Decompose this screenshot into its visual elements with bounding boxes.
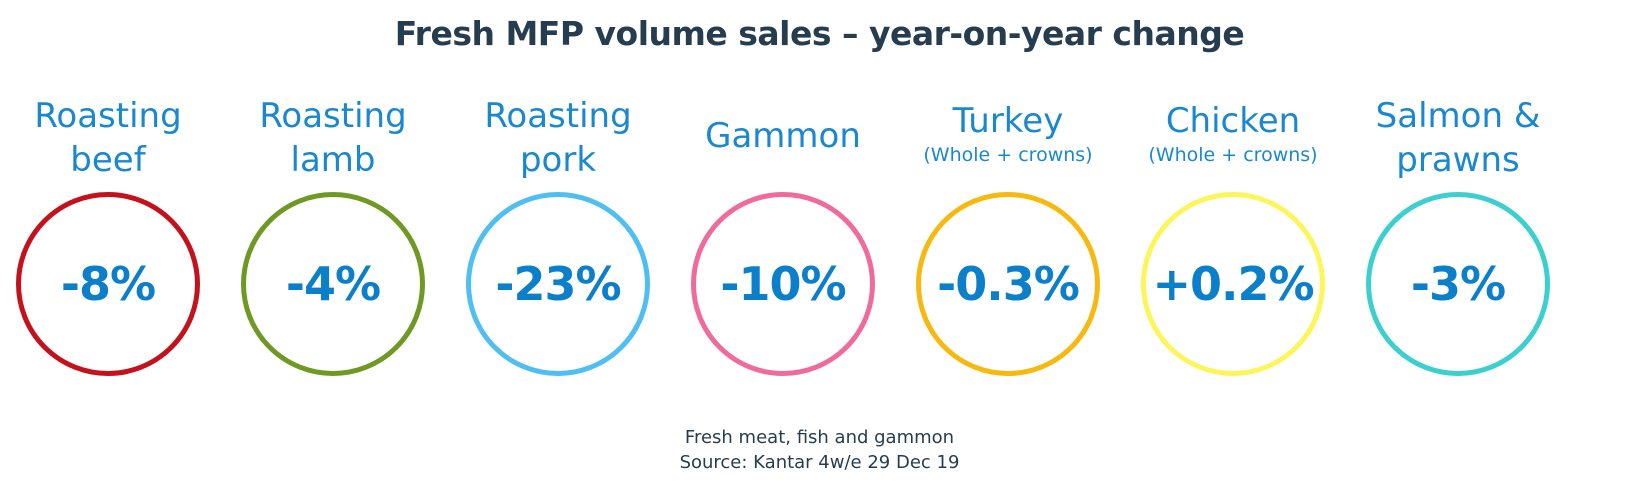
category-label-line2: beef	[70, 140, 146, 180]
category-label: Chicken (Whole + crowns)	[1128, 99, 1338, 167]
value-ring: -8%	[16, 192, 200, 376]
value-ring: +0.2%	[1141, 192, 1325, 376]
change-value: -8%	[60, 257, 156, 311]
value-ring: -23%	[466, 192, 650, 376]
category-label-line1: Salmon &	[1375, 96, 1541, 136]
category-label: Roasting beef	[3, 94, 213, 182]
category-label-line1: Turkey	[952, 101, 1064, 141]
category-label-line2: pork	[519, 140, 597, 180]
category-label-line1: Roasting	[259, 96, 407, 136]
category-chicken: Chicken (Whole + crowns) +0.2%	[1128, 0, 1338, 400]
category-label: Roasting lamb	[228, 94, 438, 182]
change-value: +0.2%	[1152, 257, 1314, 311]
source-note-line1: Fresh meat, fish and gammon	[684, 427, 955, 448]
category-label-line2: lamb	[290, 140, 376, 180]
category-gammon: Gammon -10%	[678, 0, 888, 400]
category-turkey: Turkey (Whole + crowns) -0.3%	[903, 0, 1113, 400]
category-roasting-lamb: Roasting lamb -4%	[228, 0, 438, 400]
category-label-line1: Gammon	[705, 116, 861, 156]
source-note: Fresh meat, fish and gammon Source: Kant…	[0, 425, 1639, 475]
page-title: Fresh MFP volume sales – year-on-year ch…	[394, 14, 1245, 53]
category-roasting-beef: Roasting beef -8%	[3, 0, 213, 400]
change-value: -4%	[285, 257, 381, 311]
category-label: Gammon	[678, 114, 888, 158]
value-ring: -0.3%	[916, 192, 1100, 376]
source-note-line2: Source: Kantar 4w/e 29 Dec 19	[679, 452, 960, 473]
value-ring: -4%	[241, 192, 425, 376]
change-value: -23%	[495, 257, 621, 311]
category-label: Turkey (Whole + crowns)	[903, 99, 1113, 167]
category-label-sub: (Whole + crowns)	[1148, 144, 1318, 166]
category-label-line1: Roasting	[484, 96, 632, 136]
change-value: -10%	[720, 257, 846, 311]
category-label: Roasting pork	[453, 94, 663, 182]
category-salmon-prawns: Salmon & prawns -3%	[1353, 0, 1563, 400]
category-label: Salmon & prawns	[1353, 94, 1563, 182]
category-label-line1: Chicken	[1165, 101, 1301, 141]
change-value: -0.3%	[937, 257, 1080, 311]
change-value: -3%	[1410, 257, 1506, 311]
value-ring: -3%	[1366, 192, 1550, 376]
category-roasting-pork: Roasting pork -23%	[453, 0, 663, 400]
category-label-line2: prawns	[1396, 140, 1520, 180]
value-ring: -10%	[691, 192, 875, 376]
category-label-sub: (Whole + crowns)	[923, 144, 1093, 166]
category-label-line1: Roasting	[34, 96, 182, 136]
